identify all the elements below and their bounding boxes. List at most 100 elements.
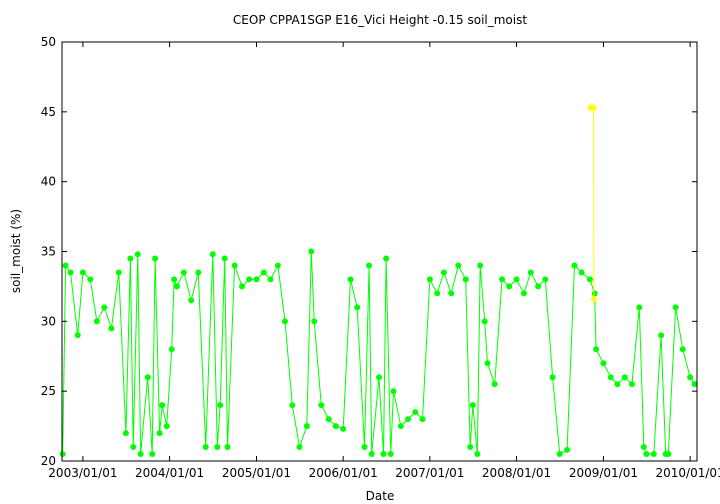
data-point (586, 276, 593, 283)
data-point (506, 283, 513, 290)
data-point (590, 104, 597, 111)
x-tick-label: 2003/01/01 (48, 466, 117, 480)
data-point (621, 374, 628, 381)
data-point (397, 423, 404, 430)
data-point (101, 304, 108, 311)
data-point (578, 269, 585, 276)
data-point (159, 402, 166, 409)
data-point (590, 295, 597, 302)
data-point (308, 248, 315, 255)
data-point (687, 374, 694, 381)
data-point (549, 374, 556, 381)
data-point (130, 444, 137, 451)
data-point (679, 346, 686, 353)
data-point (691, 381, 698, 388)
data-point (665, 451, 672, 458)
data-point (426, 276, 433, 283)
plot-frame (61, 41, 698, 462)
data-point (564, 446, 571, 453)
y-tick-label: 50 (41, 35, 56, 49)
data-point (289, 402, 296, 409)
data-point (462, 276, 469, 283)
x-tick-label: 2006/01/01 (309, 466, 378, 480)
data-point (535, 283, 542, 290)
data-point (636, 304, 643, 311)
data-point (171, 276, 178, 283)
x-tick-label: 2008/01/01 (482, 466, 551, 480)
data-point (469, 402, 476, 409)
data-point (209, 251, 216, 258)
series-line (62, 251, 696, 455)
data-point (347, 276, 354, 283)
data-point (467, 444, 474, 451)
data-point (195, 269, 202, 276)
data-point (202, 444, 209, 451)
data-point (180, 269, 187, 276)
data-point (122, 430, 129, 437)
data-point (491, 381, 498, 388)
data-point (224, 444, 231, 451)
data-point (542, 276, 549, 283)
data-point (340, 425, 347, 432)
data-point (474, 451, 481, 458)
data-point (376, 374, 383, 381)
plot-area (59, 104, 698, 458)
y-tick-label: 20 (41, 454, 56, 468)
x-tick-label: 2010/01/01 (656, 466, 720, 480)
data-point (260, 269, 267, 276)
data-point (640, 444, 647, 451)
data-point (217, 402, 224, 409)
data-point (593, 346, 600, 353)
data-point (354, 304, 361, 311)
data-point (246, 276, 253, 283)
data-point (499, 276, 506, 283)
y-tick-label: 35 (41, 245, 56, 259)
data-point (383, 255, 390, 262)
data-point (477, 262, 484, 269)
data-point (591, 290, 598, 297)
x-axis-label: Date (366, 489, 395, 503)
data-point (108, 325, 115, 332)
data-point (311, 318, 318, 325)
data-point (231, 262, 238, 269)
data-point (448, 290, 455, 297)
data-point (380, 451, 387, 458)
x-tick-label: 2007/01/01 (395, 466, 464, 480)
data-point (658, 332, 665, 339)
chart-title: CEOP CPPA1SGP E16_Vici Height -0.15 soil… (233, 13, 527, 27)
data-point (127, 255, 134, 262)
data-point (173, 283, 180, 290)
data-point (643, 451, 650, 458)
data-point (614, 381, 621, 388)
y-axis-label: soil_moist (%) (9, 209, 23, 293)
data-point (556, 451, 563, 458)
data-point (484, 360, 491, 367)
data-point (390, 388, 397, 395)
data-point (412, 409, 419, 416)
data-point (481, 318, 488, 325)
data-point (366, 262, 373, 269)
data-point (79, 269, 86, 276)
data-point (87, 276, 94, 283)
data-point (325, 416, 332, 423)
data-point (672, 304, 679, 311)
data-point (455, 262, 462, 269)
data-point (600, 360, 607, 367)
data-point (527, 269, 534, 276)
data-point (239, 283, 246, 290)
data-point (267, 276, 274, 283)
data-point (440, 269, 447, 276)
data-point (419, 416, 426, 423)
data-point (607, 374, 614, 381)
data-point (168, 346, 175, 353)
data-point (59, 451, 66, 458)
y-tick-label: 25 (41, 384, 56, 398)
data-point (152, 255, 159, 262)
y-tick-label: 45 (41, 105, 56, 119)
data-point (67, 269, 74, 276)
data-point (156, 430, 163, 437)
data-point (137, 451, 144, 458)
data-point (144, 374, 151, 381)
data-point (253, 276, 260, 283)
